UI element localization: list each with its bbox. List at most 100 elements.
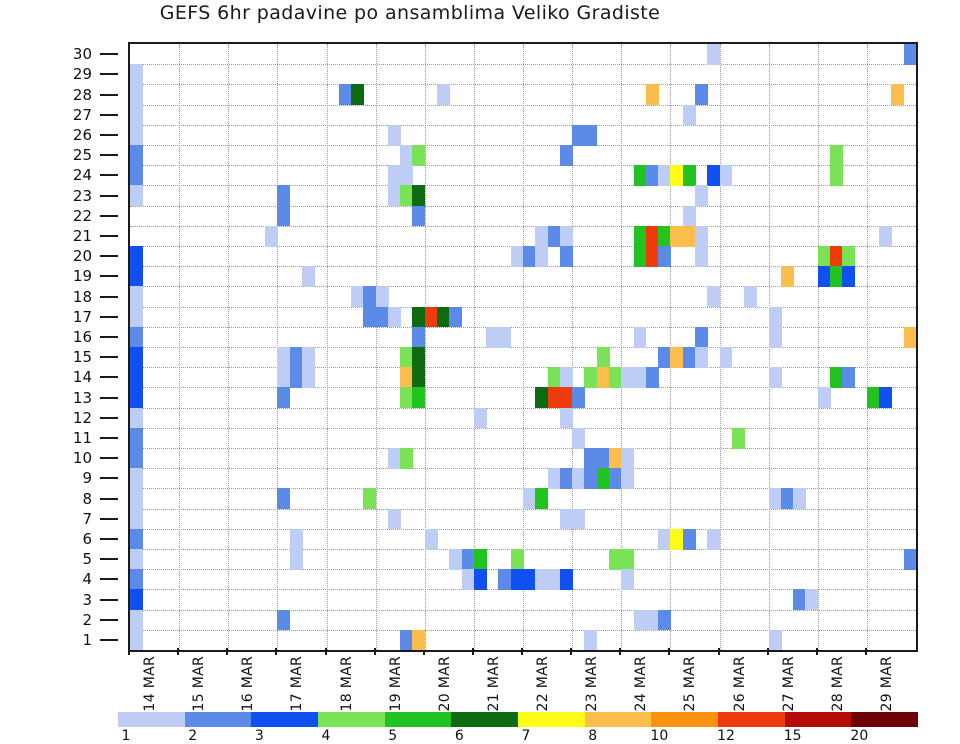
colorbar-tick-label: 5	[388, 728, 398, 744]
gridline-horizontal	[130, 185, 916, 187]
heatmap-cell	[744, 286, 757, 308]
y-tick-label: 14	[72, 368, 92, 387]
y-tick-label: 6	[82, 529, 92, 548]
x-tick-mark	[668, 648, 671, 655]
y-tick-mark	[100, 497, 118, 500]
y-axis: 1 2 3 4 5 6 7 8 9 10 11 12 13 14 15 16 17 18 19 20 21 22 23 24 2…	[0, 42, 126, 652]
y-tick-mark	[100, 396, 118, 399]
heatmap-cell	[277, 347, 291, 368]
heatmap-cell	[535, 225, 549, 247]
gridline-horizontal	[130, 326, 916, 328]
y-tick-label: 21	[72, 226, 92, 245]
heatmap-cell	[682, 104, 696, 126]
gridline-horizontal	[130, 629, 916, 631]
x-tick-label: 27 MAR	[780, 656, 797, 712]
heatmap-cell	[866, 387, 880, 409]
heatmap-cell	[658, 528, 671, 550]
y-tick-mark	[100, 295, 118, 298]
heatmap-cell	[130, 488, 143, 510]
heatmap-cell	[277, 205, 291, 227]
heatmap-cell	[449, 549, 463, 570]
heatmap-cell	[424, 528, 438, 550]
x-tick-label: 24 MAR	[633, 656, 650, 712]
y-tick-mark	[100, 234, 118, 237]
x-tick-label: 15 MAR	[191, 656, 208, 712]
gridline-horizontal	[130, 387, 916, 389]
heatmap-cell	[498, 569, 512, 590]
heatmap-cell	[707, 44, 721, 65]
heatmap-cell	[608, 468, 622, 489]
heatmap-cell	[682, 205, 696, 227]
y-tick-mark	[100, 356, 118, 359]
heatmap-cell	[559, 225, 573, 247]
heatmap-cell	[768, 306, 782, 328]
heatmap-cell	[547, 225, 561, 247]
x-tick-mark	[324, 648, 327, 655]
colorbar-segment	[851, 712, 919, 727]
plot-area	[128, 42, 918, 652]
heatmap-cell	[682, 528, 696, 550]
x-tick-mark	[422, 648, 425, 655]
heatmap-cell	[412, 306, 426, 328]
x-tick-mark	[717, 648, 720, 655]
heatmap-cell	[301, 347, 315, 368]
x-tick-label: 26 MAR	[731, 656, 748, 712]
heatmap-cell	[621, 448, 635, 469]
heatmap-cell	[289, 528, 303, 550]
heatmap-cell	[412, 387, 426, 409]
x-tick-mark	[619, 648, 622, 655]
x-tick-mark	[177, 648, 180, 655]
y-tick-label: 1	[82, 630, 92, 649]
heatmap-cell	[707, 286, 721, 308]
heatmap-cell	[289, 549, 303, 570]
heatmap-cell	[351, 84, 364, 106]
heatmap-cell	[412, 326, 426, 348]
x-tick-label: 18 MAR	[338, 656, 355, 712]
heatmap-cell	[633, 367, 647, 388]
y-tick-label: 13	[72, 388, 92, 407]
heatmap-cell	[510, 549, 524, 570]
y-tick-mark	[100, 517, 118, 520]
y-tick-mark	[100, 113, 118, 116]
heatmap-cell	[130, 185, 143, 207]
y-tick-label: 11	[72, 428, 92, 447]
y-tick-label: 26	[72, 125, 92, 144]
colorbar-legend: 1 2 3 4 5 6 7 8 10 12 15 20	[118, 712, 919, 744]
heatmap-cell	[830, 165, 843, 186]
heatmap-cell	[817, 246, 831, 267]
heatmap-cell	[289, 367, 303, 388]
heatmap-cell	[130, 64, 143, 85]
colorbar-segment	[451, 712, 519, 727]
heatmap-cell	[130, 145, 143, 166]
y-tick-label: 17	[72, 307, 92, 326]
heatmap-cell	[707, 528, 721, 550]
heatmap-cell	[363, 286, 377, 308]
page-title: GEFS 6hr padavine po ansamblima Veliko G…	[159, 2, 661, 24]
colorbar-tick-label: 20	[850, 728, 869, 744]
y-tick-mark	[100, 335, 118, 338]
heatmap-cell	[903, 549, 916, 570]
heatmap-cell	[830, 266, 843, 287]
y-tick-mark	[100, 558, 118, 561]
heatmap-cell	[645, 165, 659, 186]
colorbar-segment	[251, 712, 319, 727]
colorbar-segment	[518, 712, 585, 727]
heatmap-cell	[596, 448, 610, 469]
heatmap-cell	[461, 549, 475, 570]
colorbar-tick-label: 7	[521, 728, 531, 744]
colorbar-segment	[118, 712, 185, 727]
heatmap-cell	[830, 246, 843, 267]
heatmap-cell	[498, 326, 512, 348]
heatmap-cell	[559, 407, 573, 429]
heatmap-cell	[559, 387, 573, 409]
heatmap-cell	[130, 104, 143, 126]
heatmap-cell	[879, 387, 893, 409]
heatmap-cell	[412, 629, 426, 650]
gridline-horizontal	[130, 448, 916, 449]
heatmap-cell	[400, 165, 414, 186]
heatmap-cell	[130, 629, 143, 650]
heatmap-cell	[559, 569, 573, 590]
x-tick-label: 22 MAR	[535, 656, 551, 712]
x-tick-mark	[864, 648, 867, 655]
heatmap-cell	[830, 367, 843, 388]
